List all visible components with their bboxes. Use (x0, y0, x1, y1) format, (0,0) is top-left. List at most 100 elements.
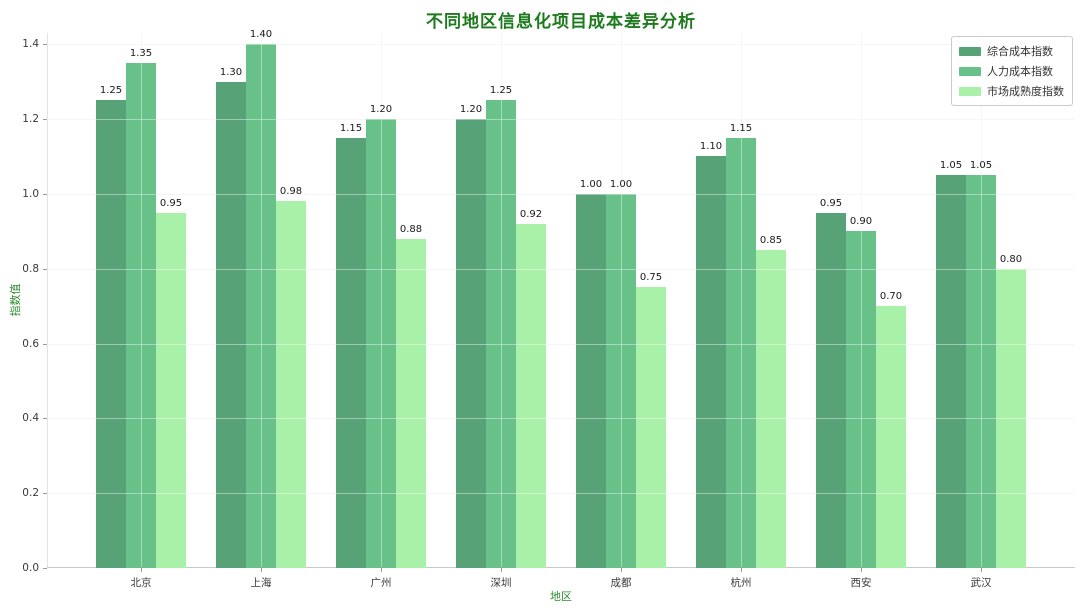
x-tick-mark (981, 568, 982, 572)
y-tick-mark (43, 343, 47, 345)
y-tick-label: 1.2 (22, 113, 39, 126)
bar-value-label: 1.25 (99, 85, 123, 97)
bar-value-label: 1.00 (609, 178, 633, 190)
gridline-horizontal-overlay (47, 44, 1075, 46)
bar-value-label: 1.15 (339, 122, 363, 134)
y-tick-label: 0.0 (22, 562, 39, 574)
gridline-vertical-overlay (741, 33, 742, 567)
legend-swatch-icon (959, 46, 981, 56)
y-tick-label: 0.6 (22, 337, 39, 350)
legend-label: 市场成熟度指数 (987, 85, 1064, 98)
bar-综合成本指数-武汉 (936, 175, 966, 568)
bar-value-label: 1.10 (699, 141, 723, 153)
bar-value-label: 0.95 (819, 197, 843, 209)
bar-value-label: 1.05 (939, 160, 963, 172)
bar-value-label: 0.80 (999, 253, 1023, 265)
gridline-vertical-overlay (621, 33, 622, 567)
y-tick-label: 0.8 (22, 262, 39, 275)
y-tick-label: 0.4 (22, 412, 39, 425)
x-tick-label-广州: 广州 (370, 577, 392, 589)
legend: 综合成本指数 人力成本指数 市场成熟度指数 (951, 36, 1073, 106)
gridline-horizontal (47, 193, 1075, 195)
y-axis-spine (47, 33, 48, 568)
x-axis-label: 地区 (550, 590, 572, 603)
legend-label: 综合成本指数 (987, 45, 1053, 58)
gridline-vertical-overlay (501, 33, 502, 567)
x-tick-label-上海: 上海 (250, 577, 272, 589)
y-tick-mark (43, 568, 47, 569)
bar-value-label: 1.35 (129, 47, 153, 59)
bar-人力成本指数-北京 (126, 62, 156, 568)
bar-value-label: 1.20 (459, 104, 483, 116)
bar-value-label: 0.70 (879, 291, 903, 303)
gridline-horizontal (47, 493, 1075, 495)
gridline-horizontal-overlay (47, 418, 1075, 420)
x-tick-label-西安: 西安 (850, 577, 872, 589)
y-tick-mark (43, 268, 47, 270)
y-tick-mark (43, 119, 47, 121)
x-axis-spine (47, 567, 1075, 568)
bar-综合成本指数-深圳 (456, 119, 486, 568)
gridline-horizontal (47, 119, 1075, 121)
gridline-horizontal-overlay (47, 119, 1075, 121)
bar-综合成本指数-上海 (216, 81, 246, 568)
bar-value-label: 1.20 (369, 104, 393, 116)
legend-swatch-icon (959, 66, 981, 76)
bar-市场成熟度指数-杭州 (756, 249, 786, 568)
x-tick-mark (381, 568, 382, 572)
bar-value-label: 0.90 (849, 216, 873, 228)
gridline-horizontal (47, 418, 1075, 420)
bar-value-label: 1.05 (969, 160, 993, 172)
bar-人力成本指数-西安 (846, 231, 876, 568)
bar-value-label: 0.85 (759, 234, 783, 246)
legend-label: 人力成本指数 (987, 65, 1053, 78)
bar-市场成熟度指数-北京 (156, 212, 186, 568)
y-tick-mark (43, 418, 47, 420)
bar-人力成本指数-杭州 (726, 137, 756, 568)
gridline-vertical-overlay (981, 33, 982, 567)
y-tick-label: 1.0 (22, 187, 39, 200)
bar-市场成熟度指数-广州 (396, 238, 426, 568)
gridline-horizontal-overlay (47, 268, 1075, 270)
gridline-horizontal-overlay (47, 193, 1075, 195)
bar-人力成本指数-深圳 (486, 100, 516, 568)
bar-综合成本指数-杭州 (696, 156, 726, 568)
plot-area: 1.25 1.30 1.15 1.20 1.00 1.10 0.95 1.05 1.35 1.40… (22, 29, 1075, 589)
bar-综合成本指数-广州 (336, 137, 366, 568)
bar-综合成本指数-成都 (576, 193, 606, 568)
gridline-vertical-overlay (141, 33, 142, 567)
y-tick-label: 0.2 (22, 487, 39, 500)
bar-综合成本指数-西安 (816, 212, 846, 568)
bar-value-label: 0.95 (159, 197, 183, 209)
bar-value-label: 0.98 (279, 186, 303, 198)
y-axis-label: 指数值 (9, 283, 22, 317)
gridline-vertical-overlay (261, 33, 262, 567)
x-tick-mark (621, 568, 622, 572)
x-tick-mark (741, 568, 742, 572)
x-tick-label-武汉: 武汉 (970, 577, 992, 589)
bar-市场成熟度指数-武汉 (996, 268, 1026, 568)
y-tick-label: 1.4 (22, 38, 39, 51)
bar-value-label: 0.75 (639, 272, 663, 284)
chart-title: 不同地区信息化项目成本差异分析 (426, 12, 696, 32)
x-tick-mark (141, 568, 142, 572)
bar-value-label: 1.25 (489, 85, 513, 97)
bar-市场成熟度指数-成都 (636, 287, 666, 568)
bar-value-label: 0.88 (399, 223, 423, 235)
bar-市场成熟度指数-深圳 (516, 223, 546, 568)
bar-value-label: 1.30 (219, 66, 243, 78)
legend-item: 综合成本指数 (959, 43, 1064, 59)
gridline-horizontal (47, 44, 1075, 46)
x-tick-label-成都: 成都 (610, 577, 632, 589)
bar-value-label: 1.40 (249, 29, 273, 41)
gridline-horizontal (47, 343, 1075, 345)
x-tick-mark (861, 568, 862, 572)
x-tick-label-深圳: 深圳 (490, 577, 512, 589)
y-tick-mark (43, 44, 47, 46)
legend-item: 人力成本指数 (959, 63, 1064, 79)
gridline-vertical-overlay (861, 33, 862, 567)
y-tick-mark (43, 193, 47, 195)
bar-综合成本指数-北京 (96, 100, 126, 568)
x-tick-mark (501, 568, 502, 572)
